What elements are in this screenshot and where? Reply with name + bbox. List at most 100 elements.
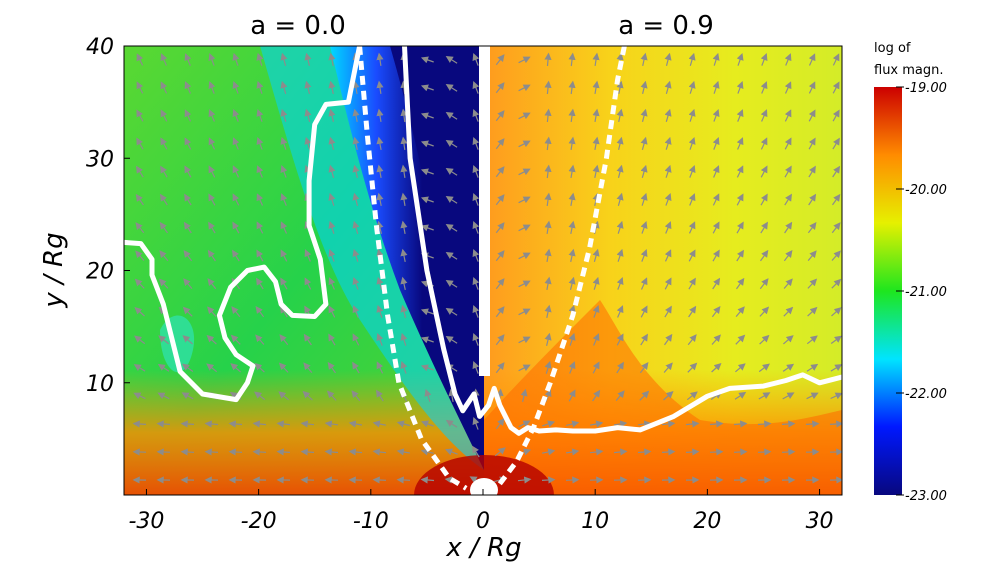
flow-arrow: [566, 420, 580, 428]
flow-arrow: [472, 305, 480, 318]
flow-arrow: [757, 448, 772, 456]
flow-arrow: [181, 363, 194, 372]
flow-arrow: [783, 250, 793, 262]
flow-arrow: [518, 336, 531, 344]
flow-arrow: [688, 193, 696, 206]
flow-arrow: [784, 109, 792, 122]
flow-arrow: [807, 222, 817, 234]
flow-arrow: [808, 109, 816, 122]
flow-arrow: [830, 335, 842, 344]
flow-arrow: [328, 220, 336, 234]
flow-arrow: [256, 277, 264, 290]
flow-arrow: [661, 420, 676, 428]
flow-arrow: [711, 363, 722, 373]
flow-arrow: [640, 108, 648, 122]
flow-arrow: [276, 420, 291, 428]
x-tick-label: 30: [806, 509, 834, 534]
flow-arrow: [228, 420, 243, 428]
flow-arrow: [712, 52, 720, 66]
flow-arrow: [807, 278, 818, 289]
flow-arrow: [445, 252, 458, 260]
flow-arrow: [592, 80, 600, 95]
flow-arrow: [445, 196, 458, 204]
flow-arrow: [280, 80, 288, 94]
flow-vector-arrows: [132, 52, 842, 484]
flow-arrow: [712, 137, 720, 150]
flow-arrow: [495, 82, 505, 94]
flow-arrow: [135, 222, 145, 234]
flow-arrow: [159, 193, 168, 206]
flow-arrow: [784, 137, 792, 150]
colorbar-ticks: -19.00 -20.00 -21.00 -22.00 -23.00: [896, 81, 947, 504]
flow-arrow: [278, 362, 289, 373]
flow-arrow: [252, 420, 267, 428]
flow-arrow: [303, 362, 313, 373]
heatmap-jet-inner: [390, 46, 484, 470]
flow-arrow: [376, 136, 384, 151]
flow-arrow: [688, 221, 696, 234]
flow-arrow: [445, 224, 458, 232]
flow-arrow: [568, 220, 576, 235]
flow-arrow: [494, 447, 506, 457]
flow-arrow: [280, 193, 288, 206]
flow-arrow: [640, 52, 648, 67]
flow-arrow: [495, 334, 505, 346]
flow-arrow: [541, 476, 556, 484]
flow-arrow: [352, 248, 360, 262]
flow-arrow: [376, 389, 384, 402]
flow-arrow: [328, 192, 336, 206]
flow-arrow: [808, 81, 816, 94]
flow-arrow: [781, 448, 796, 456]
flow-arrow: [328, 136, 336, 150]
flow-arrow: [208, 53, 216, 66]
y-axis-label: y / Rg: [39, 232, 69, 308]
flow-arrow: [760, 109, 768, 122]
flow-arrow: [615, 390, 625, 401]
flow-arrow: [616, 333, 624, 346]
flow-arrow: [734, 391, 747, 400]
flow-arrow: [160, 137, 168, 150]
flow-arrow: [208, 109, 216, 122]
x-tick-label: -10: [353, 509, 389, 534]
flow-arrow: [136, 109, 144, 122]
flow-arrow: [445, 336, 458, 344]
flow-arrow: [639, 362, 649, 374]
flow-arrow: [664, 164, 672, 178]
flow-arrow: [278, 391, 289, 401]
flow-arrow: [686, 391, 698, 401]
flow-arrow: [304, 80, 312, 94]
contour-dashed: [357, 46, 468, 491]
flow-arrow: [639, 390, 650, 401]
flow-arrow: [472, 81, 480, 94]
flow-arrow: [830, 392, 842, 400]
flow-arrow: [495, 250, 505, 262]
flow-arrow: [807, 250, 817, 261]
flow-arrow: [279, 305, 288, 318]
flow-arrow: [807, 306, 818, 317]
flow-arrow: [518, 280, 531, 288]
flow-arrow: [208, 81, 216, 94]
flow-arrow: [808, 53, 816, 66]
flow-arrow: [832, 53, 840, 66]
flow-arrow: [568, 332, 576, 346]
flow-arrow: [256, 108, 264, 122]
flow-arrow: [376, 52, 384, 66]
flow-arrow: [568, 389, 576, 402]
flow-arrow: [736, 165, 744, 178]
flow-arrow: [688, 80, 696, 94]
flow-arrow: [637, 448, 652, 456]
flow-arrow: [304, 136, 312, 150]
flow-arrow: [831, 278, 842, 289]
flow-arrow: [420, 112, 434, 120]
flow-arrow: [324, 420, 338, 428]
flow-arrow: [279, 334, 289, 346]
flow-arrow: [592, 52, 600, 66]
flow-arrow: [784, 165, 792, 178]
flow-arrow: [256, 193, 264, 206]
flow-arrow: [159, 278, 169, 289]
flow-arrow: [640, 333, 648, 346]
flow-arrow: [207, 306, 217, 317]
flow-arrow: [136, 165, 144, 178]
flow-arrow: [589, 448, 604, 456]
flow-arrow: [352, 80, 360, 95]
